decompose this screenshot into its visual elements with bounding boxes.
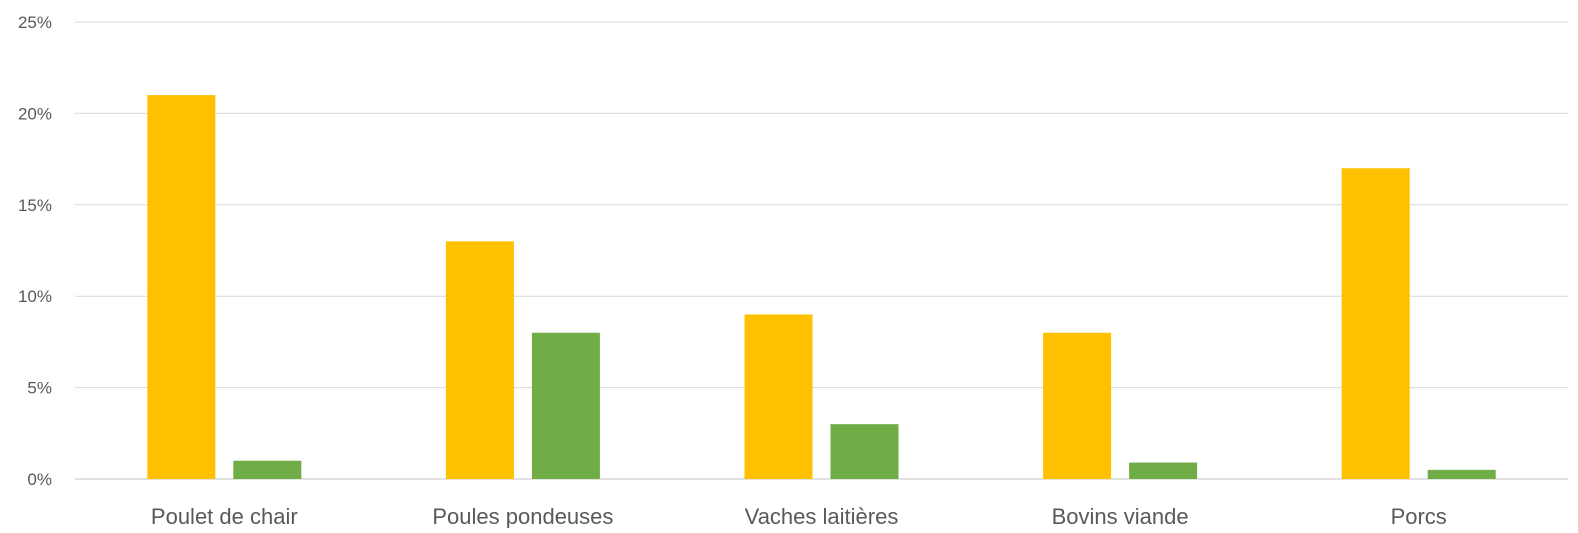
y-tick-label: 10%	[18, 287, 52, 306]
x-category-label: Porcs	[1391, 504, 1447, 528]
y-tick-label: 5%	[27, 379, 52, 398]
bar-series1-0	[147, 95, 216, 480]
bar-series2-3	[1129, 462, 1198, 479]
bar-series1-3	[1043, 332, 1112, 479]
x-axis-category-labels: Poulet de chair Poules pondeuses Vaches la…	[151, 504, 1447, 529]
bar-series1-2	[744, 314, 813, 479]
bars	[147, 95, 1496, 480]
x-category-label: Bovins viande	[1052, 504, 1189, 528]
x-category-label: Poulet de chair	[151, 504, 298, 528]
x-category-label: Poules pondeuses	[432, 504, 613, 528]
x-category-label: Vaches laitières	[745, 504, 899, 528]
bar-series1-1	[445, 241, 514, 479]
gridlines	[75, 21, 1568, 480]
y-tick-label: 0%	[27, 470, 52, 489]
bar-series1-4	[1341, 168, 1410, 480]
bar-series2-1	[531, 332, 600, 479]
bar-series2-4	[1427, 469, 1496, 479]
y-tick-label: 20%	[18, 104, 52, 123]
bar-series2-0	[233, 460, 302, 479]
y-tick-label: 15%	[18, 196, 52, 215]
bar-series2-2	[830, 424, 899, 479]
y-tick-label: 25%	[18, 13, 52, 32]
y-axis-tick-labels: 0% 5% 10% 15% 20% 25%	[18, 13, 52, 489]
